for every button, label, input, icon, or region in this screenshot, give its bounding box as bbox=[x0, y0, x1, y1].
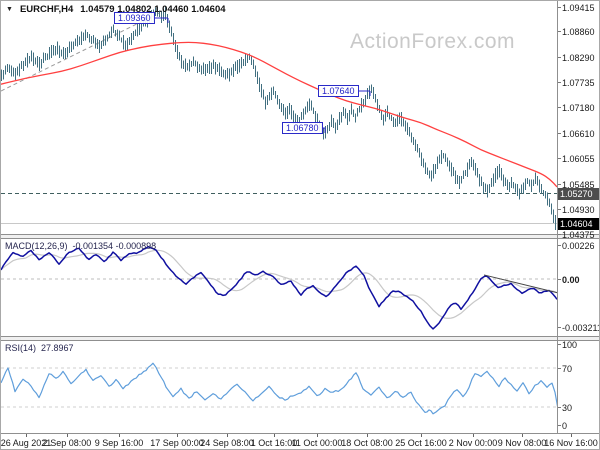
macd-signal-line bbox=[1, 249, 558, 320]
price-axis-tick: 1.09415 bbox=[562, 2, 595, 13]
price-annotation[interactable]: 1.09360 bbox=[114, 12, 155, 24]
price-chart-canvas[interactable] bbox=[1, 1, 558, 234]
time-axis-tick-mark bbox=[119, 434, 120, 437]
panel-separator-2[interactable] bbox=[1, 336, 599, 341]
time-axis-tick-mark bbox=[473, 434, 474, 437]
rsi-current-value: 27.8967 bbox=[41, 343, 74, 353]
price-axis-tick: 1.08860 bbox=[562, 27, 595, 38]
macd-label: MACD(12,26,9) -0.001354 -0.000898 bbox=[5, 241, 156, 251]
rsi-axis-tick: 100 bbox=[562, 339, 578, 350]
symbol-timeframe: EURCHF,H4 bbox=[19, 4, 74, 15]
watermark: ActionForex.com bbox=[350, 30, 516, 53]
axis-tick-mark bbox=[558, 82, 561, 84]
time-axis-tick-mark bbox=[367, 434, 368, 437]
axis-tick-mark bbox=[558, 343, 561, 345]
rsi-line bbox=[1, 362, 558, 415]
price-annotation[interactable]: 1.07640 bbox=[318, 85, 359, 97]
macd-canvas[interactable] bbox=[1, 239, 558, 336]
macd-axis[interactable]: 0.00226 0.00 -0.003211 bbox=[558, 239, 600, 336]
axis-tick-mark bbox=[558, 233, 561, 235]
time-axis-tick-mark bbox=[274, 434, 275, 437]
time-axis-label: 9 Sep 16:00 bbox=[94, 438, 144, 448]
time-axis-tick-mark bbox=[26, 434, 27, 437]
macd-current-values: -0.001354 -0.000898 bbox=[72, 241, 157, 251]
panel-separator-1[interactable] bbox=[1, 234, 599, 239]
time-axis-tick-mark bbox=[177, 434, 178, 437]
price-axis-tick: 1.04375 bbox=[562, 229, 595, 240]
time-axis-tick-mark bbox=[67, 434, 68, 437]
time-axis-label: 11 Oct 00:00 bbox=[291, 438, 343, 448]
price-axis-tick: 1.05485 bbox=[562, 179, 595, 190]
time-axis[interactable]: 26 Aug 2021 2 Sep 08:00 9 Sep 16:00 17 Sep … bbox=[0, 433, 599, 449]
time-axis-label: 25 Oct 16:00 bbox=[395, 438, 447, 448]
macd-falling-trendline bbox=[483, 274, 558, 294]
time-axis-tick-mark bbox=[421, 434, 422, 437]
level-price-box: 1.05270 bbox=[558, 187, 599, 200]
axis-tick-mark bbox=[558, 6, 561, 8]
price-axis-tick: 1.06055 bbox=[562, 153, 595, 164]
price-annotations-layer: 1.09360 1.07640 1.06780 bbox=[1, 1, 558, 234]
time-axis-label: 26 Aug 2021 bbox=[0, 438, 52, 448]
time-axis-label: 1 Oct 16:00 bbox=[250, 438, 298, 448]
time-axis-label: 18 Oct 08:00 bbox=[341, 438, 393, 448]
time-axis-label: 24 Sep 08:00 bbox=[200, 438, 254, 448]
axis-tick-mark bbox=[558, 31, 561, 33]
time-axis-label: 2 Nov 00:00 bbox=[448, 438, 498, 448]
price-axis[interactable]: 1.09415 1.08860 1.08290 1.07735 1.07180 1.066… bbox=[558, 1, 599, 240]
macd-axis-tick: 0.00226 bbox=[562, 240, 595, 251]
ohlc-values: 1.04579 1.04802 1.04460 1.04604 bbox=[80, 4, 226, 15]
time-axis-tick-mark bbox=[571, 434, 572, 437]
rsi-axis[interactable]: 100 70 30 0 bbox=[558, 339, 599, 433]
axis-tick-mark bbox=[558, 244, 561, 246]
axis-tick-mark bbox=[558, 208, 561, 210]
axis-tick-mark bbox=[558, 57, 561, 59]
time-axis-label: 2 Sep 08:00 bbox=[42, 438, 92, 448]
price-axis-tick: 1.04930 bbox=[562, 204, 595, 215]
time-axis-tick-mark bbox=[227, 434, 228, 437]
axis-tick-mark bbox=[558, 424, 561, 426]
axis-separator-line bbox=[557, 1, 558, 433]
price-axis-tick: 1.07180 bbox=[562, 103, 595, 114]
time-axis-label: 9 Nov 08:00 bbox=[497, 438, 547, 448]
rsi-axis-tick: 30 bbox=[562, 402, 573, 413]
price-axis-tick: 1.07735 bbox=[562, 78, 595, 89]
price-bars bbox=[1, 6, 556, 231]
moving-average-line bbox=[1, 41, 558, 188]
axis-tick-mark bbox=[558, 278, 561, 280]
price-axis-tick: 1.08290 bbox=[562, 53, 595, 64]
macd-name: MACD(12,26,9) bbox=[5, 241, 68, 251]
axis-tick-mark bbox=[558, 406, 561, 408]
axis-tick-mark bbox=[558, 367, 561, 369]
macd-axis-tick: -0.003211 bbox=[562, 322, 600, 333]
time-axis-tick-mark bbox=[522, 434, 523, 437]
axis-tick-mark bbox=[558, 157, 561, 159]
macd-axis-tick: 0.00 bbox=[562, 274, 580, 285]
price-annotation[interactable]: 1.06780 bbox=[282, 122, 323, 134]
last-price-box: 1.04604 bbox=[558, 217, 599, 230]
chart-header: ▼ EURCHF,H4 1.04579 1.04802 1.04460 1.04… bbox=[6, 4, 226, 15]
axis-tick-mark bbox=[558, 107, 561, 109]
time-axis-label: 16 Nov 16:00 bbox=[544, 438, 598, 448]
collapse-arrow-icon[interactable]: ▼ bbox=[6, 6, 13, 13]
time-axis-label: 17 Sep 00:00 bbox=[150, 438, 204, 448]
rsi-axis-tick: 70 bbox=[562, 363, 573, 374]
axis-tick-mark bbox=[558, 326, 561, 328]
axis-tick-mark bbox=[558, 183, 561, 185]
rsi-name: RSI(14) bbox=[5, 343, 37, 353]
rsi-label: RSI(14) 27.8967 bbox=[5, 343, 74, 353]
rsi-axis-tick: 0 bbox=[562, 420, 568, 431]
time-axis-tick-mark bbox=[317, 434, 318, 437]
macd-main-line bbox=[1, 245, 558, 330]
price-axis-tick: 1.06610 bbox=[562, 128, 595, 139]
rsi-canvas[interactable] bbox=[1, 341, 558, 433]
axis-tick-mark bbox=[558, 132, 561, 134]
